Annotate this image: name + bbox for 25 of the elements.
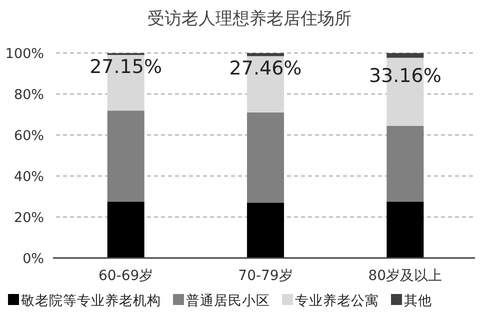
bar <box>386 53 424 58</box>
x-tick-label: 70-79岁 <box>238 268 293 284</box>
y-tick-label: 60% <box>14 128 44 144</box>
data-label: 33.16% <box>368 64 442 87</box>
bar <box>386 202 424 258</box>
data-label: 27.15% <box>90 56 162 78</box>
legend-label: 普通居民小区 <box>186 292 270 309</box>
bar <box>247 112 284 203</box>
bar <box>247 53 284 56</box>
bar <box>386 126 424 202</box>
bar <box>107 202 144 258</box>
bar <box>107 110 144 202</box>
x-tick-label: 60-69岁 <box>98 268 154 284</box>
x-tick-label: 80岁及以上 <box>368 268 442 284</box>
y-tick-label: 0% <box>22 251 44 267</box>
y-tick-label: 40% <box>14 169 44 185</box>
legend-label: 其他 <box>404 293 432 309</box>
y-tick-label: 20% <box>14 210 44 226</box>
data-label: 27.46% <box>229 57 302 80</box>
chart-title: 受访老人理想养老居住场所 <box>148 9 352 29</box>
legend-label: 敬老院等专业养老机构 <box>21 293 161 309</box>
bar <box>247 202 284 258</box>
y-tick-label: 80% <box>14 87 44 103</box>
legend-label: 专业养老公寓 <box>295 293 379 309</box>
y-tick-label: 100% <box>5 46 44 62</box>
